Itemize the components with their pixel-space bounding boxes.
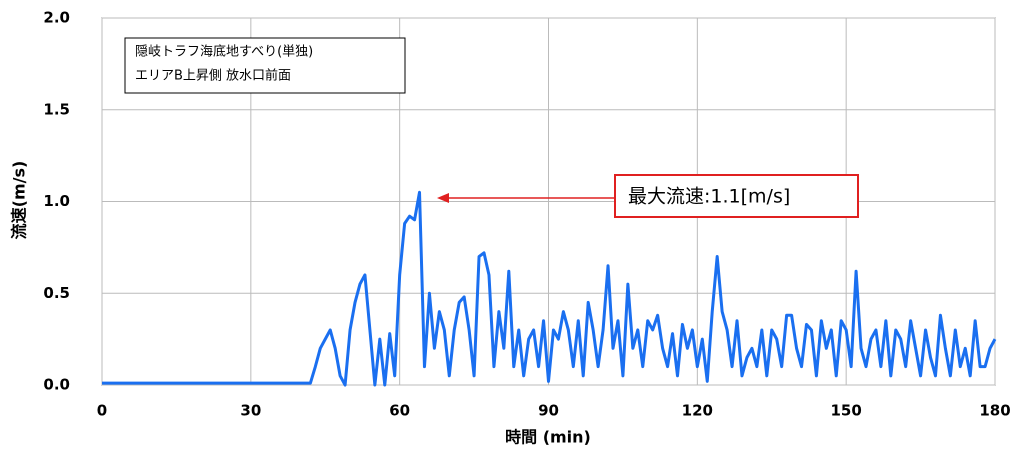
lines	[102, 190, 997, 387]
y-tick-label: 1.5	[43, 100, 70, 118]
max-box	[614, 174, 859, 218]
max-label: 最大流速:1.1[m/s]	[628, 186, 790, 208]
x-tick-label: 60	[389, 402, 410, 420]
legend-box	[124, 37, 406, 94]
x-tick-label: 150	[831, 402, 862, 420]
annotation: 隠岐トラフ海底地すべり(単独)	[135, 44, 313, 60]
x-tick-label: 0	[97, 402, 107, 420]
x-axis-label: 時間 (min)	[505, 428, 591, 447]
y-tick-label: 2.0	[43, 9, 70, 27]
arrow-head	[437, 193, 449, 203]
x-tick-label: 120	[682, 402, 713, 420]
y-tick-label: 1.0	[43, 192, 70, 210]
y-tick-label: 0.5	[43, 284, 70, 302]
annotation: エリアB上昇側 放水口前面	[135, 68, 291, 84]
x-tick-label: 90	[538, 402, 559, 420]
y-axis-label: 流速(m/s)	[10, 161, 29, 240]
x-tick-label: 180	[979, 402, 1010, 420]
y-tick-label: 0.0	[43, 376, 70, 394]
x-tick-label: 30	[240, 402, 261, 420]
grid	[101, 17, 996, 386]
data-line	[102, 190, 997, 387]
